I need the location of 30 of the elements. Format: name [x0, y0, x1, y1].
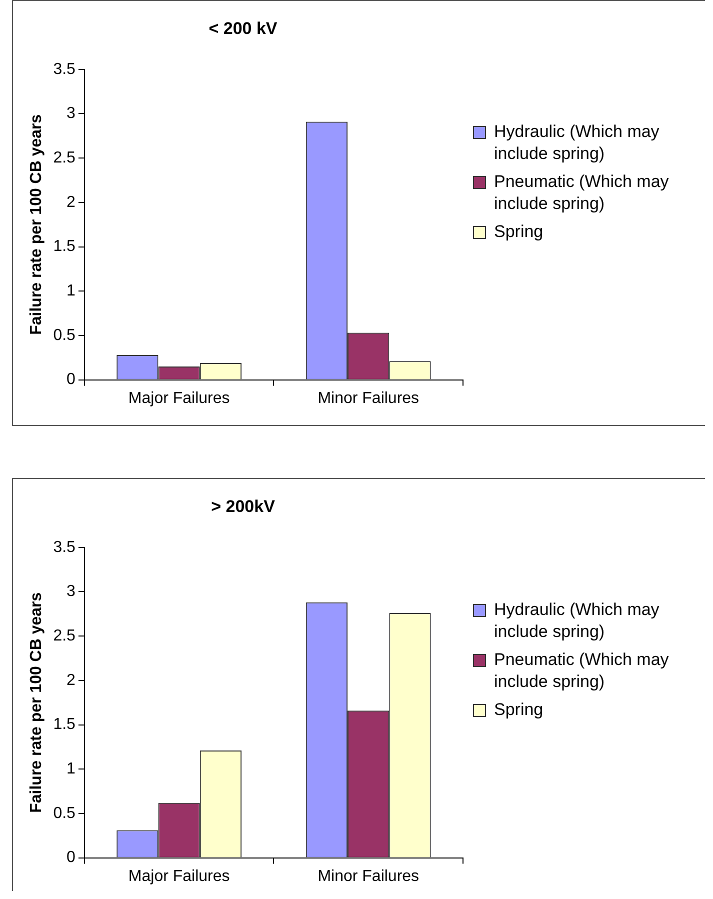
y-axis-title: Failure rate per 100 CB years: [28, 592, 46, 813]
y-tick-label: 3: [66, 583, 76, 600]
y-tick-label: 2: [66, 672, 76, 689]
chart-title: < 200 kV: [208, 18, 278, 38]
y-axis-title: Failure rate per 100 CB years: [28, 114, 46, 335]
y-tick-label: 0: [66, 849, 76, 866]
legend-label: Spring: [494, 221, 544, 243]
y-tick-label: 1.5: [53, 716, 76, 734]
x-tick-label: Minor Failures: [318, 868, 420, 885]
y-tick-label: 1.5: [53, 238, 76, 256]
y-tick-label: 1: [66, 282, 76, 300]
legend-label: Pneumatic (Which may include spring): [494, 171, 670, 215]
y-tick-label: 0.5: [53, 326, 76, 344]
y-tick-label: 0: [66, 371, 76, 388]
y-tick-label: 3.5: [53, 538, 76, 556]
y-tick-label: 0.5: [53, 804, 76, 822]
y-tick-label: 3: [66, 105, 76, 122]
legend-label: Hydraulic (Which may include spring): [494, 599, 660, 643]
x-tick-label: Major Failures: [128, 390, 230, 407]
x-tick-label: Major Failures: [128, 868, 230, 885]
chart-title: > 200kV: [211, 496, 276, 516]
legend-label: Spring: [494, 699, 544, 721]
legend-label: Pneumatic (Which may include spring): [494, 649, 670, 693]
legend-label: Hydraulic (Which may include spring): [494, 121, 660, 165]
x-tick-label: Minor Failures: [318, 390, 420, 407]
y-tick-label: 3.5: [53, 60, 76, 78]
y-tick-label: 2: [66, 194, 76, 211]
y-tick-label: 2.5: [53, 627, 76, 644]
y-tick-label: 1: [66, 760, 76, 778]
y-tick-label: 2.5: [53, 149, 76, 166]
